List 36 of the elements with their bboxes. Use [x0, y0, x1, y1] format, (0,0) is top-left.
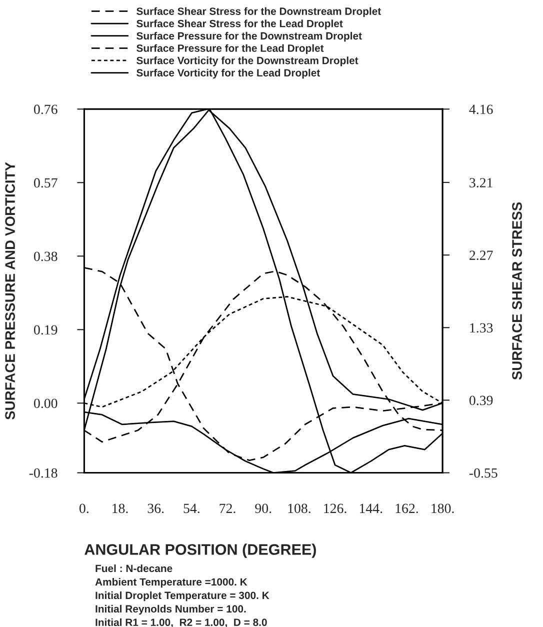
x-tick-label: 162.: [396, 504, 418, 514]
x-tick-label: 0.: [79, 504, 88, 514]
legend-label: Surface Pressure for the Lead Droplet: [136, 44, 324, 54]
x-tick-label: 54.: [184, 504, 200, 514]
y-tick-label: 0.57: [34, 178, 58, 188]
x-tick-label: 180.: [432, 504, 454, 514]
x-axis-title: ANGULAR POSITION (DEGREE): [84, 544, 316, 558]
y2-axis-title: SURFACE SHEAR STRESS: [512, 202, 522, 380]
y2-tick-label: 4.16: [469, 104, 493, 114]
legend-label: Surface Shear Stress for the Lead Droplet: [136, 20, 343, 30]
y2-tick-label: 1.33: [470, 323, 493, 333]
y-tick-label: 0.19: [34, 325, 58, 335]
x-tick-label: 126.: [324, 504, 346, 514]
text: Ambient Temperature =1000. K: [95, 578, 248, 588]
y2-tick-label: 3.21: [470, 178, 492, 188]
y2-tick-label: 2.27: [470, 250, 493, 260]
x-tick-label: 18.: [112, 504, 128, 514]
legend-label: Surface Shear Stress for the Downstream Droplet: [136, 7, 381, 17]
x-tick-label: 108.: [288, 504, 310, 514]
legend-label: Surface Pressure for the Downstream Droplet: [136, 32, 362, 42]
y-tick-label: 0.38: [34, 252, 58, 262]
x-tick-label: 90.: [255, 504, 272, 514]
y-tick-label: 0.00: [34, 398, 58, 408]
y2-tick-label: -0.55: [469, 468, 498, 478]
x-tick-label: 36.: [148, 504, 164, 514]
y-tick-label: -0.18: [29, 468, 58, 478]
x-tick-label: 72.: [220, 504, 236, 514]
y2-tick-label: 0.39: [469, 396, 493, 406]
text: Initial Reynolds Number = 100.: [96, 604, 246, 615]
y-tick-label: 0.76: [34, 104, 58, 114]
text: Fuel : N-decane: [96, 564, 172, 572]
x-tick-label: 144.: [360, 504, 382, 514]
legend-label: Surface Vorticity for the Lead Droplet: [136, 68, 320, 79]
y-axis-title: SURFACE PRESSURE AND VORTICITY: [5, 162, 15, 420]
text: Initial Droplet Temperature = 300. K: [96, 591, 270, 602]
legend-label: Surface Vorticity for the Downstream Droplet: [136, 56, 358, 66]
